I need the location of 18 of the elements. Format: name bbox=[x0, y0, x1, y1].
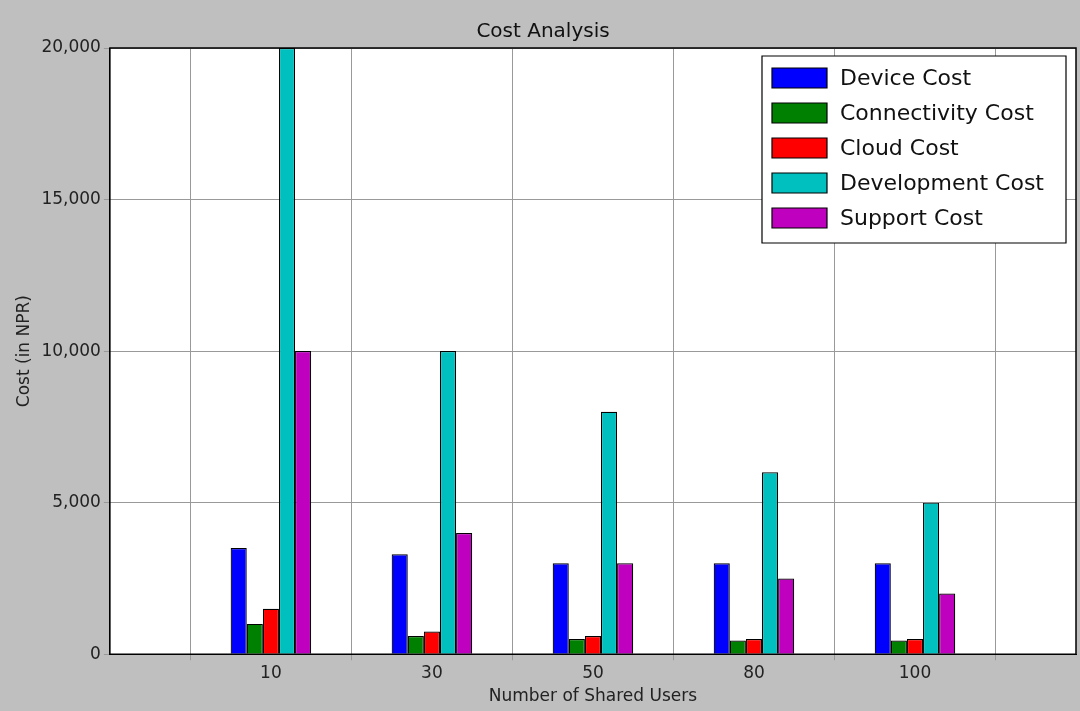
legend-label: Cloud Cost bbox=[840, 134, 960, 160]
x-tick-label: 30 bbox=[421, 661, 443, 682]
legend-label: Support Cost bbox=[840, 204, 984, 230]
legend-label: Connectivity Cost bbox=[840, 99, 1035, 125]
legend-label: Development Cost bbox=[840, 169, 1045, 195]
y-tick-label: 15,000 bbox=[41, 187, 101, 208]
x-axis-title: Number of Shared Users bbox=[488, 685, 698, 706]
x-tick-label: 10 bbox=[260, 661, 282, 682]
legend-label: Device Cost bbox=[840, 64, 972, 90]
x-tick-label: 50 bbox=[582, 661, 604, 682]
y-tick-label: 0 bbox=[90, 642, 101, 663]
y-tick-label: 5,000 bbox=[52, 491, 101, 512]
y-axis-title: Cost (in NPR) bbox=[12, 295, 33, 408]
x-tick-label: 100 bbox=[898, 661, 932, 682]
chart-title: Cost Analysis bbox=[476, 18, 610, 43]
y-tick-label: 10,000 bbox=[41, 339, 101, 360]
y-tick-label: 20,000 bbox=[41, 36, 101, 57]
x-tick-label: 80 bbox=[743, 661, 765, 682]
